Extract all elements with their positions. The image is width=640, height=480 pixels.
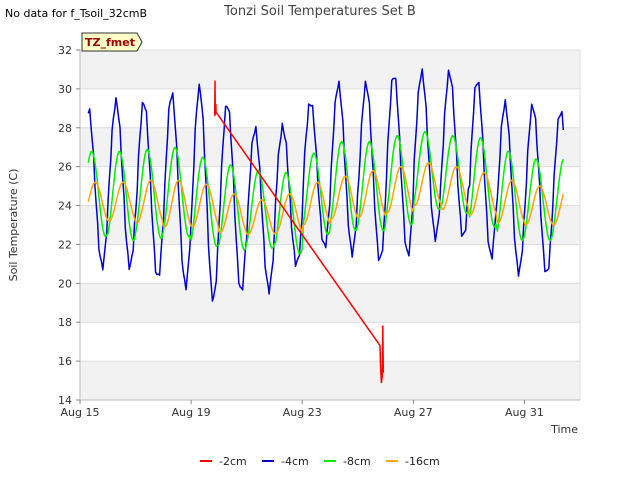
grid-bands — [80, 49, 581, 401]
y-tick-label: 24 — [58, 200, 72, 213]
y-tick-label: 20 — [58, 277, 72, 290]
legend-label: -2cm — [219, 455, 247, 468]
x-tick-label: Aug 31 — [505, 406, 544, 419]
y-tick-label: 26 — [58, 161, 72, 174]
badge-label: TZ_fmet — [85, 36, 135, 49]
y-tick-label: 28 — [58, 122, 72, 135]
series-line-16cm — [87, 162, 565, 236]
legend: -2cm -4cm -8cm -16cm — [200, 455, 440, 468]
legend-label: -4cm — [281, 455, 309, 468]
y-ticks: 14 16 18 20 22 24 26 28 30 32 — [58, 44, 80, 407]
x-tick-label: Aug 27 — [394, 406, 433, 419]
series-lines — [87, 68, 565, 384]
y-tick-label: 16 — [58, 355, 72, 368]
x-axis-label: Time — [550, 423, 578, 436]
chart-title: Tonzi Soil Temperatures Set B — [223, 4, 416, 19]
grid-band — [80, 283, 580, 323]
grid-band — [80, 322, 580, 362]
badge: TZ_fmet — [81, 32, 143, 52]
no-data-note: No data for f_Tsoil_32cmB — [5, 7, 148, 20]
y-tick-label: 30 — [58, 83, 72, 96]
y-tick-label: 22 — [58, 238, 72, 251]
y-tick-label: 32 — [58, 44, 72, 57]
x-tick-label: Aug 15 — [61, 406, 100, 419]
series-line-2cm — [213, 80, 385, 384]
grid-band — [80, 88, 580, 128]
x-ticks: Aug 15 Aug 19 Aug 23 Aug 27 Aug 31 — [61, 400, 544, 419]
grid-band — [80, 127, 580, 167]
series-line-8cm — [87, 130, 564, 255]
legend-label: -16cm — [405, 455, 440, 468]
grid-band — [80, 50, 580, 89]
legend-label: -8cm — [343, 455, 371, 468]
badge-shape — [81, 32, 143, 52]
y-axis-label: Soil Temperature (C) — [7, 169, 20, 282]
x-tick-label: Aug 23 — [283, 406, 322, 419]
y-tick-label: 18 — [58, 316, 72, 329]
grid-band — [80, 244, 580, 284]
y-tick-label: 14 — [58, 394, 72, 407]
x-tick-label: Aug 19 — [172, 406, 211, 419]
grid-band — [80, 361, 580, 400]
